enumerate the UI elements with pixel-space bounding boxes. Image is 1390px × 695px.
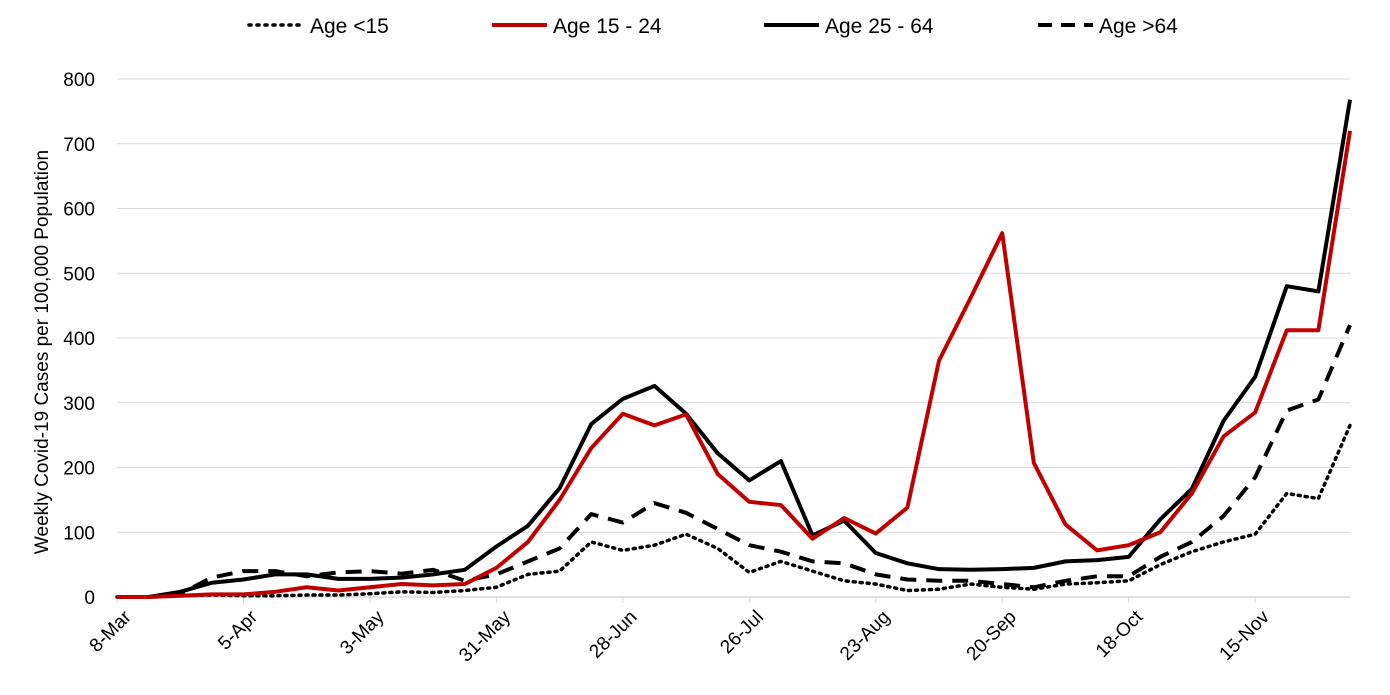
x-tick-label: 8-Mar xyxy=(86,606,136,656)
legend-label: Age <15 xyxy=(310,15,389,38)
x-tick-label: 15-Nov xyxy=(1216,606,1275,665)
y-axis-title: Weekly Covid-19 Cases per 100,000 Popula… xyxy=(32,150,53,554)
legend-label: Age >64 xyxy=(1099,15,1178,38)
y-tick-label: 100 xyxy=(63,523,95,544)
x-axis-tick-labels: 8-Mar 5-Apr 3-May 31-May 28-Jun 26-Jul 23-Aug 2… xyxy=(86,597,1274,666)
gridlines xyxy=(117,78,1350,533)
series-line-age-15-24 xyxy=(117,130,1352,599)
y-tick-label: 0 xyxy=(84,588,95,609)
x-tick-label: 26-Jul xyxy=(716,607,767,658)
x-tick-label: 31-May xyxy=(455,606,515,666)
y-tick-label: 600 xyxy=(63,200,95,221)
x-tick-label: 18-Oct xyxy=(1092,606,1148,662)
series-lines xyxy=(115,99,1352,599)
y-tick-label: 800 xyxy=(63,70,95,91)
y-tick-label: 200 xyxy=(63,459,95,480)
y-tick-label: 400 xyxy=(63,329,95,350)
x-tick-label: 20-Sep xyxy=(963,607,1021,665)
x-tick-label: 5-Apr xyxy=(214,606,262,654)
series-line-age-15 xyxy=(115,423,1352,599)
y-axis-tick-labels: 0 100 200 300 400 500 600 700 800 xyxy=(63,70,95,609)
legend-label: Age 25 - 64 xyxy=(825,15,934,38)
series-line-age-25-64 xyxy=(117,99,1352,599)
legend-label: Age 15 - 24 xyxy=(553,15,662,38)
x-tick-label: 23-Aug xyxy=(836,607,894,665)
y-tick-label: 500 xyxy=(63,264,95,285)
series-line-age-64 xyxy=(117,324,1352,599)
legend: Age <15 Age 15 - 24 Age 25 - 64 Age >64 xyxy=(247,15,1178,38)
y-tick-label: 700 xyxy=(63,135,95,156)
x-tick-label: 28-Jun xyxy=(585,607,641,663)
x-tick-label: 3-May xyxy=(336,606,389,659)
y-tick-label: 300 xyxy=(63,394,95,415)
